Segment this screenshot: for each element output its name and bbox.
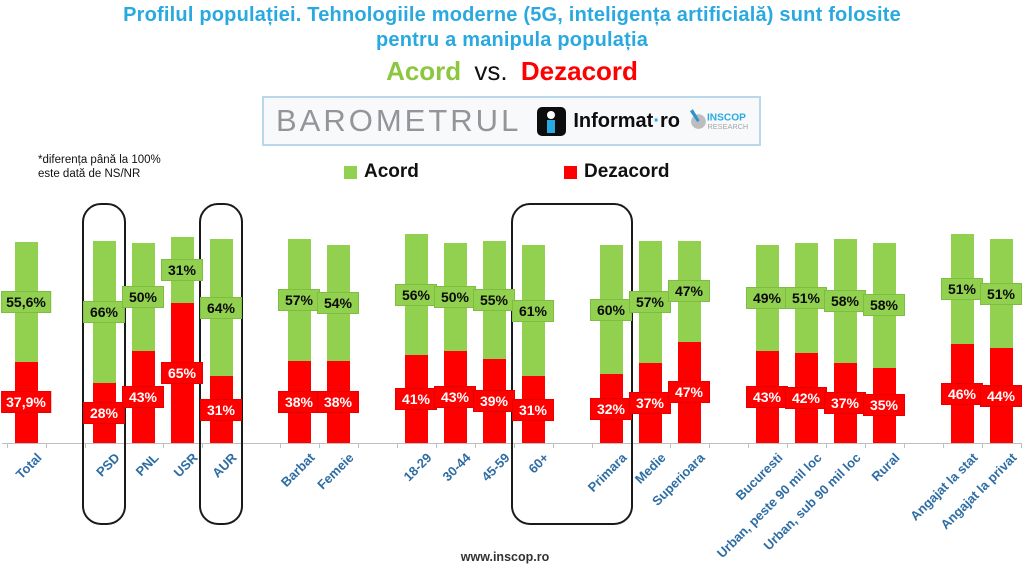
x-axis-tick (513, 443, 515, 448)
legend-swatch-dezacord (564, 165, 577, 179)
legend-item-acord: Acord (344, 161, 419, 183)
x-axis-tick (591, 443, 593, 448)
informat-dot-separator: · (653, 109, 660, 132)
x-axis-tick (474, 443, 476, 448)
bar-dezacord-value: 65% (161, 362, 203, 385)
bar-acord-value: 31% (161, 258, 203, 281)
x-axis-tick (747, 443, 749, 448)
x-axis-tick (864, 443, 866, 448)
footer-url: www.inscop.ro (460, 550, 550, 564)
x-axis-tick (201, 443, 203, 448)
legend-item-dezacord: Dezacord (564, 161, 670, 183)
subtitle-vs: vs. (474, 56, 508, 86)
legend-label-acord: Acord (364, 161, 419, 182)
x-axis-tick (45, 443, 47, 448)
bar-dezacord-value: 38% (317, 391, 359, 414)
legend-label-dezacord: Dezacord (584, 161, 670, 182)
highlight-outline (82, 203, 126, 525)
x-axis-tick (903, 443, 905, 448)
informat-name: Informat (573, 109, 654, 132)
logo-banner: BAROMETRUL Informat·ro INSCOP RESEARCH (262, 96, 761, 146)
x-axis-tick (708, 443, 710, 448)
bar-dezacord-value: 43% (434, 385, 476, 408)
bar-acord-value: 60% (590, 298, 632, 321)
bar-dezacord-value: 42% (785, 386, 827, 409)
bar-dezacord-value: 31% (512, 398, 554, 421)
x-axis-tick (825, 443, 827, 448)
informat-tld: ro (659, 109, 680, 132)
bar-dezacord-value: 32% (590, 397, 632, 420)
bar-acord-value: 51% (941, 278, 983, 301)
x-axis-tick (6, 443, 8, 448)
bar-acord-value: 55,6% (1, 290, 51, 313)
bar-acord-value: 51% (785, 286, 827, 309)
x-axis-tick (942, 443, 944, 448)
x-axis-tick (981, 443, 983, 448)
bar-acord-value: 47% (668, 280, 710, 303)
x-axis-tick (786, 443, 788, 448)
bar-dezacord-value: 39% (473, 390, 515, 413)
inscop-research-text: RESEARCH (707, 122, 748, 131)
bar-dezacord-value: 37,9% (1, 391, 51, 414)
bar-acord-value: 51% (980, 282, 1022, 305)
bar-acord-value: 64% (200, 296, 242, 319)
inscop-needle-icon (689, 109, 700, 123)
x-axis-tick (435, 443, 437, 448)
bar-acord-value: 49% (746, 286, 788, 309)
bar-acord-value: 55% (473, 289, 515, 312)
legend-swatch-acord (344, 165, 357, 179)
bar-dezacord-value: 37% (824, 392, 866, 415)
bar-dezacord-value: 43% (122, 385, 164, 408)
bar-dezacord-value: 43% (746, 385, 788, 408)
bar-dezacord-value: 38% (278, 391, 320, 414)
page-title-line2: pentru a manipula populația (375, 29, 649, 51)
bar-dezacord-value: 31% (200, 398, 242, 421)
bar-dezacord-value: 37% (629, 392, 671, 415)
bar-acord-value: 57% (278, 289, 320, 312)
x-axis-tick (84, 443, 86, 448)
subtitle-dezacord: Dezacord (520, 56, 638, 86)
bar-acord-value: 56% (395, 283, 437, 306)
bar-acord-value: 58% (824, 290, 866, 313)
bar-acord-value: 50% (122, 285, 164, 308)
x-axis-tick (162, 443, 164, 448)
bar-dezacord-value: 46% (941, 382, 983, 405)
x-axis-tick (396, 443, 398, 448)
footnote-line1: *diferența până la 100% (38, 154, 161, 166)
bar-acord-value: 58% (863, 294, 905, 317)
bar-dezacord-value: 41% (395, 387, 437, 410)
x-axis-tick (1020, 443, 1022, 448)
inscop-logo: INSCOP RESEARCH (689, 109, 748, 131)
bar-acord-value: 61% (512, 299, 554, 322)
x-axis-tick (669, 443, 671, 448)
bar-dezacord-value: 47% (668, 381, 710, 404)
highlight-outline (511, 203, 633, 525)
x-axis-tick (552, 443, 554, 448)
footnote-line2: este dată de NS/NR (38, 168, 141, 180)
bar-dezacord-value: 35% (863, 394, 905, 417)
bar-acord-value: 66% (83, 300, 125, 323)
footnote: *diferența până la 100% este dată de NS/… (38, 153, 161, 181)
page-title-line1: Profilul populației. Tehnologiile modern… (123, 4, 901, 26)
bar-dezacord-value: 44% (980, 384, 1022, 407)
informat-i-dot-icon (547, 110, 556, 119)
bar-acord-value: 50% (434, 285, 476, 308)
bar-acord-value: 54% (317, 292, 359, 315)
informat-wordmark: Informat·ro (573, 110, 680, 133)
x-axis-tick (279, 443, 281, 448)
informat-i-stem-icon (547, 119, 556, 133)
subtitle: Acord vs. Dezacord (0, 56, 1024, 87)
subtitle-acord: Acord (386, 56, 462, 86)
x-axis-tick (357, 443, 359, 448)
bar-acord-value: 57% (629, 291, 671, 314)
x-axis-tick (318, 443, 320, 448)
bar-dezacord-value: 28% (83, 401, 125, 424)
inscop-wordmark: INSCOP (707, 112, 746, 123)
barometrul-wordmark: BAROMETRUL (276, 103, 522, 138)
informat-logo-icon (537, 106, 567, 136)
